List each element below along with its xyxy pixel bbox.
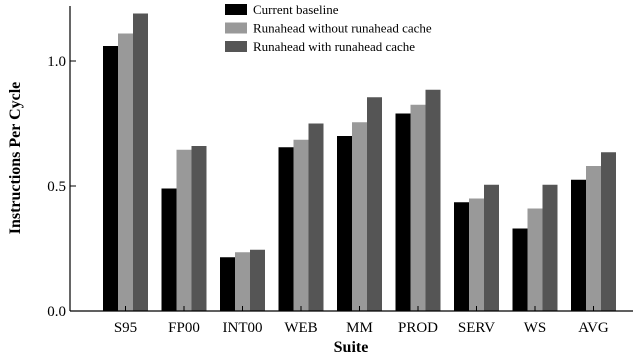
bar-web-series-1: [278, 147, 294, 311]
bar-web-series-3: [308, 123, 324, 311]
bar-ws-series-3: [542, 184, 558, 311]
y-axis-title: Instructions Per Cycle: [7, 82, 24, 235]
bar-mm-series-1: [337, 136, 352, 311]
bar-avg-series-2: [586, 166, 601, 311]
x-tick-label-avg: AVG: [578, 320, 609, 336]
x-tick-label-fp00: FP00: [168, 320, 200, 336]
legend-swatch-series-3: [225, 41, 247, 52]
x-tick-label-prod: PROD: [398, 320, 438, 336]
bar-prod-series-2: [410, 104, 426, 311]
x-tick-label-mm: MM: [346, 320, 373, 336]
bar-avg-series-3: [601, 152, 616, 311]
bar-serv-series-1: [454, 202, 469, 311]
x-tick-label-web: WEB: [284, 320, 317, 336]
y-tick-label: 1.0: [47, 54, 66, 70]
bar-s95-series-1: [103, 46, 118, 311]
bar-fp00-series-1: [161, 188, 177, 311]
bar-ws-series-1: [512, 228, 528, 311]
legend-label-series-1: Current baseline: [253, 2, 339, 17]
bar-fp00-series-3: [191, 146, 207, 311]
bar-int00-series-1: [220, 257, 235, 311]
bar-int00-series-3: [250, 249, 265, 311]
y-tick-label: 0.5: [47, 179, 66, 195]
bar-serv-series-3: [484, 184, 499, 311]
x-tick-label-int00: INT00: [223, 320, 263, 336]
y-ticks: 0.0 0.5 1.0: [47, 54, 76, 320]
legend-swatch-series-1: [225, 4, 247, 15]
bar-serv-series-2: [469, 198, 484, 311]
legend-swatch-series-2: [225, 22, 247, 34]
bar-mm-series-2: [352, 122, 367, 311]
legend: Current baseline Runahead without runahea…: [225, 2, 432, 54]
bar-avg-series-1: [571, 179, 586, 311]
bar-web-series-2: [293, 139, 309, 311]
x-tick-label-ws: WS: [524, 320, 547, 336]
x-ticks: S95 FP00 INT00 WEB MM PROD SERV WS AVG: [114, 306, 609, 336]
bar-s95-series-3: [133, 13, 148, 311]
bar-fp00-series-2: [176, 149, 192, 311]
axes-layer: [69, 6, 633, 312]
legend-label-series-2: Runahead without runahead cache: [253, 21, 432, 36]
bar-mm-series-3: [367, 97, 382, 311]
bar-prod-series-1: [395, 113, 411, 311]
bar-ws-series-2: [527, 208, 543, 311]
bar-prod-series-3: [425, 89, 441, 311]
x-tick-label-serv: SERV: [458, 320, 495, 336]
x-tick-label-s95: S95: [114, 320, 137, 336]
bar-int00-series-2: [235, 252, 250, 311]
bar-s95-series-2: [118, 33, 133, 311]
legend-label-series-3: Runahead with runahead cache: [253, 39, 415, 54]
bars-layer: [103, 13, 616, 311]
x-axis-title: Suite: [334, 339, 369, 356]
y-tick-label: 0.0: [47, 304, 66, 320]
